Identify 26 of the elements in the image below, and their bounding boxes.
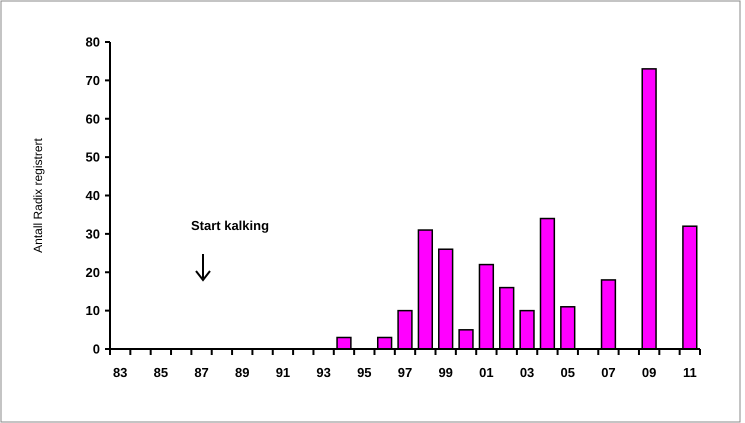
x-tick-label: 05 bbox=[560, 365, 575, 380]
x-tick-label: 07 bbox=[601, 365, 616, 380]
y-tick-label: 10 bbox=[86, 303, 100, 318]
y-tick-label: 40 bbox=[86, 188, 100, 204]
y-tick-label: 30 bbox=[86, 226, 100, 242]
y-tick-label: 80 bbox=[86, 34, 100, 50]
y-tick-label: 20 bbox=[86, 264, 100, 280]
y-tick-label: 60 bbox=[86, 111, 100, 126]
y-axis-title: Antall Radix registrert bbox=[31, 137, 45, 253]
y-tick-label: 0 bbox=[92, 342, 100, 357]
x-tick-label: 01 bbox=[479, 365, 494, 380]
x-tick-label: 85 bbox=[154, 365, 168, 380]
x-tick-label: 99 bbox=[438, 365, 453, 380]
x-tick-label: 91 bbox=[276, 365, 290, 380]
x-tick-label: 97 bbox=[398, 365, 412, 380]
annotation: Start kalking bbox=[190, 218, 270, 233]
x-tick-label: 89 bbox=[235, 365, 250, 380]
x-tick-label: 93 bbox=[316, 365, 331, 380]
x-tick-label: 03 bbox=[520, 365, 534, 380]
x-tick-label: 11 bbox=[682, 365, 697, 380]
x-tick-label: 83 bbox=[112, 365, 128, 380]
x-tick-label: 87 bbox=[194, 365, 209, 380]
x-tick-label: 09 bbox=[642, 365, 656, 380]
x-tick-label: 95 bbox=[357, 365, 372, 380]
y-tick-label: 70 bbox=[86, 72, 100, 88]
y-tick-label: 50 bbox=[86, 150, 100, 165]
